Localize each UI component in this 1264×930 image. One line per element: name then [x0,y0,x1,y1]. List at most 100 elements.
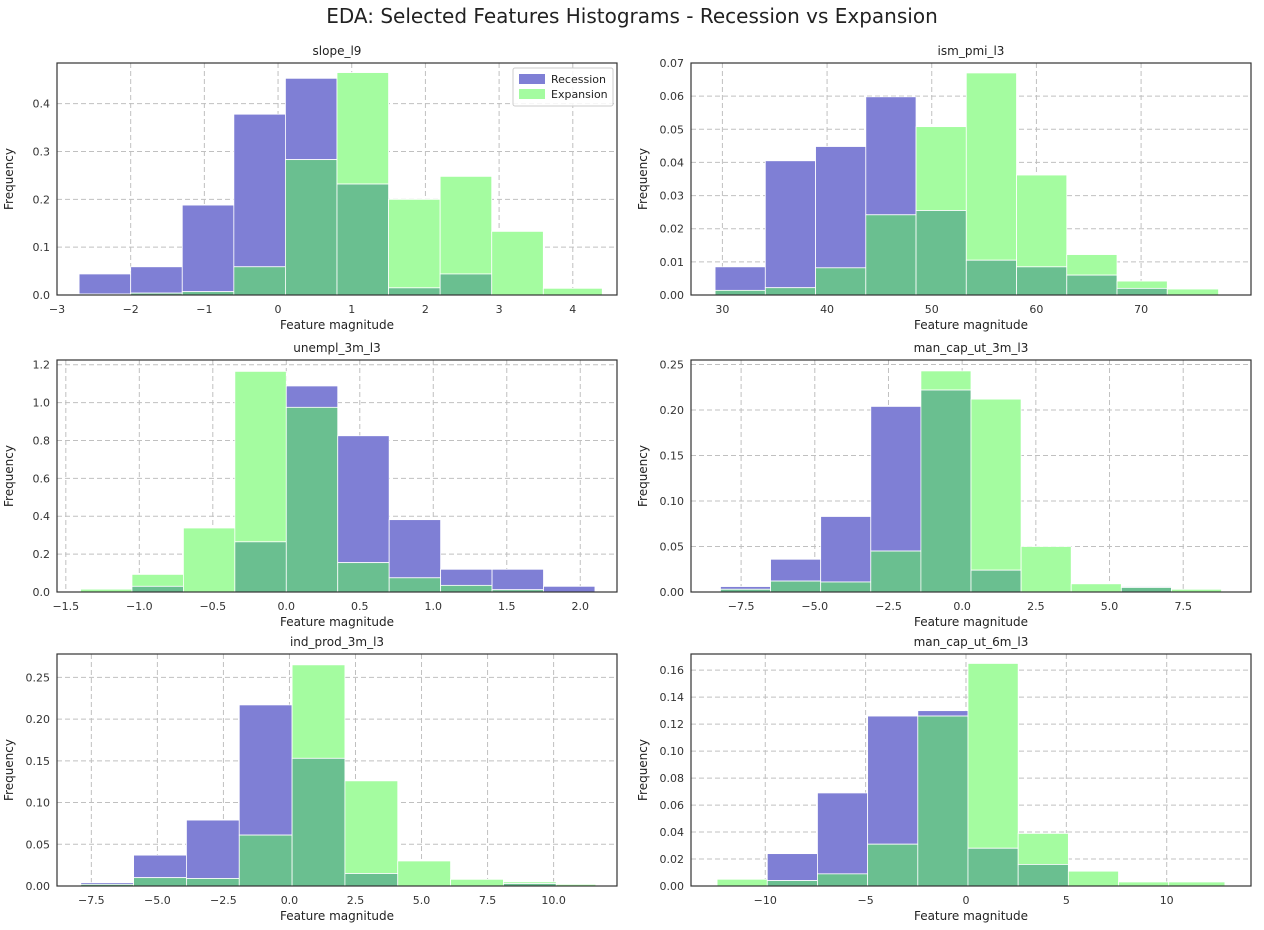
bar-recession [337,435,390,564]
y-tick-label: 0.4 [33,510,51,523]
bar-expansion [388,198,441,289]
x-tick-label: −3 [49,303,65,316]
bar-recession [870,405,922,552]
legend-label: Recession [551,73,606,86]
y-tick-label: 0.4 [33,98,51,111]
bar-expansion [1066,254,1118,276]
x-tick-label: 70 [1134,303,1148,316]
bar-overlap [1120,587,1172,593]
y-tick-label: 0.16 [660,664,685,677]
bar-recession [770,558,822,582]
x-tick-label: 4 [569,303,576,316]
x-tick-label: −0.5 [199,600,226,613]
x-tick-label: −7.5 [728,600,755,613]
x-axis-label: Feature magnitude [280,909,394,923]
bar-overlap [388,287,441,296]
bar-recession [867,715,919,845]
y-tick-label: 0.0 [33,289,51,302]
y-tick-label: 0.10 [660,745,685,758]
bar-overlap [344,873,399,887]
bar-expansion [1016,174,1068,268]
bar-expansion [1116,280,1168,289]
y-tick-label: 0.07 [660,57,685,70]
bar-overlap [917,715,969,887]
bar-overlap [1017,864,1069,887]
bar-recession [133,854,187,879]
x-tick-label: 40 [820,303,834,316]
bar-overlap [970,569,1022,593]
bar-overlap [867,843,919,887]
bar-recession [186,819,240,879]
bar-expansion [965,72,1017,261]
y-tick-label: 0.20 [26,713,51,726]
y-tick-label: 0.00 [660,880,685,893]
histogram-panel: −7.5 −5.0 −2.5 0.0 2.5 5.0 7.5 0.00 0.05 0.10 0.15… [636,341,1252,629]
x-tick-label: 2 [422,303,429,316]
y-tick-label: 0.08 [660,772,685,785]
bar-recession [714,266,766,291]
y-tick-label: 1.2 [33,359,51,372]
bar-expansion [336,72,389,185]
panel-title: man_cap_ut_3m_l3 [914,341,1029,355]
bar-expansion [1166,288,1219,296]
bar-overlap [440,584,493,593]
y-tick-label: 0.04 [660,826,685,839]
x-tick-label: 1.5 [498,600,516,613]
bar-recession [285,77,338,161]
x-tick-label: 5.0 [1101,600,1119,613]
bar-overlap [965,259,1017,296]
x-tick-label: 0.0 [278,600,296,613]
x-tick-label: −7.5 [78,894,105,907]
bar-expansion [1020,546,1072,593]
x-tick-label: 7.5 [479,894,497,907]
bar-expansion [183,527,236,593]
bar-recession [181,204,235,293]
bar-expansion [344,780,399,874]
y-tick-label: 0.05 [660,123,685,136]
bar-expansion [920,370,972,391]
axes-frame [56,653,618,887]
bar-overlap [766,880,818,887]
y-axis-label: Frequency [2,148,16,210]
x-tick-label: 3 [496,303,503,316]
y-axis-label: Frequency [636,148,650,210]
x-tick-label: 0.0 [953,600,971,613]
bar-overlap [291,757,346,887]
bar-overlap [238,834,293,887]
bar-recession [233,113,286,268]
x-tick-label: −5.0 [144,894,171,907]
bar-overlap [186,878,240,887]
y-axis-label: Frequency [2,445,16,507]
bar-overlap [870,550,922,593]
axes-frame [690,62,1252,296]
y-tick-label: 0.10 [660,495,685,508]
x-tick-label: 0.0 [281,894,299,907]
y-tick-label: 0.2 [33,548,51,561]
y-tick-label: 0.06 [660,799,685,812]
x-tick-label: 2.0 [572,600,590,613]
bar-expansion [970,398,1022,571]
y-tick-label: 0.0 [33,586,51,599]
y-tick-label: 0.00 [660,586,685,599]
bar-expansion [439,175,493,275]
bar-recession [865,96,917,216]
bar-recession [440,568,493,586]
y-axis-label: Frequency [636,739,650,801]
bar-recession [543,585,596,593]
bar-expansion [915,126,967,211]
bar-recession [817,792,869,875]
axes-frame [56,62,618,296]
bar-overlap [337,562,390,593]
figure-title: EDA: Selected Features Histograms - Rece… [326,4,938,28]
bar-expansion [967,663,1019,849]
panel-title: man_cap_ut_6m_l3 [914,635,1029,649]
bar-recession [238,704,293,836]
x-axis-label: Feature magnitude [280,615,394,629]
x-tick-label: 5.0 [413,894,431,907]
y-tick-label: 0.02 [660,223,685,236]
bar-overlap [336,183,389,296]
y-tick-label: 1.0 [33,397,51,410]
x-tick-label: 60 [1029,303,1043,316]
